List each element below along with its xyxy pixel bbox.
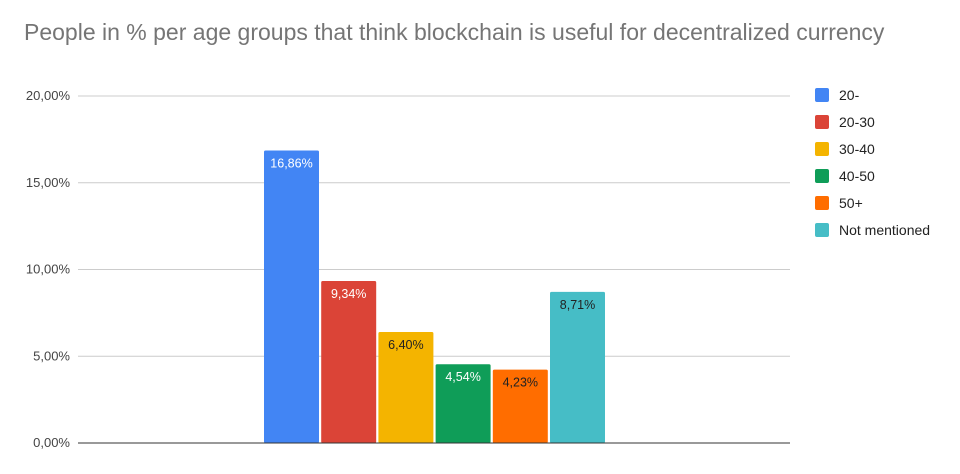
data-label: 9,34% <box>331 287 366 301</box>
bar-40-50 <box>435 364 491 443</box>
bar-30-40 <box>378 331 434 443</box>
legend-swatch <box>815 88 829 102</box>
y-tick-label: 10,00% <box>26 262 71 277</box>
data-label: 16,86% <box>270 156 312 170</box>
y-tick-label: 15,00% <box>26 175 71 190</box>
legend-label: 40-50 <box>839 168 875 184</box>
y-axis-labels: 0,00% 5,00% 10,00% 15,00% 20,00% <box>26 88 71 450</box>
legend-label: 30-40 <box>839 141 875 157</box>
bar-20-30 <box>321 280 377 443</box>
legend-swatch <box>815 196 829 210</box>
legend-swatch <box>815 223 829 237</box>
legend-label: 50+ <box>839 195 863 211</box>
bars <box>264 150 605 443</box>
data-label: 4,54% <box>445 370 480 384</box>
data-labels: 16,86% 9,34% 6,40% 4,54% 4,23% 8,71% <box>270 156 595 389</box>
bar-not-mentioned <box>550 291 605 443</box>
bar-50- <box>492 369 548 443</box>
legend-label: Not mentioned <box>839 222 930 238</box>
legend-swatch <box>815 142 829 156</box>
legend-label: 20-30 <box>839 114 875 130</box>
legend-label: 20- <box>839 87 860 103</box>
legend-swatch <box>815 169 829 183</box>
y-tick-label: 5,00% <box>33 348 70 363</box>
chart-title: People in % per age groups that think bl… <box>24 19 885 45</box>
gridlines <box>78 95 790 357</box>
y-tick-label: 20,00% <box>26 88 71 103</box>
legend: 20- 20-30 30-40 40-50 50+ Not mentioned <box>815 87 930 238</box>
bar-20- <box>264 150 319 443</box>
y-tick-label: 0,00% <box>33 435 70 450</box>
data-label: 6,40% <box>388 338 423 352</box>
data-label: 8,71% <box>560 298 595 312</box>
legend-swatch <box>815 115 829 129</box>
data-label: 4,23% <box>503 376 538 390</box>
